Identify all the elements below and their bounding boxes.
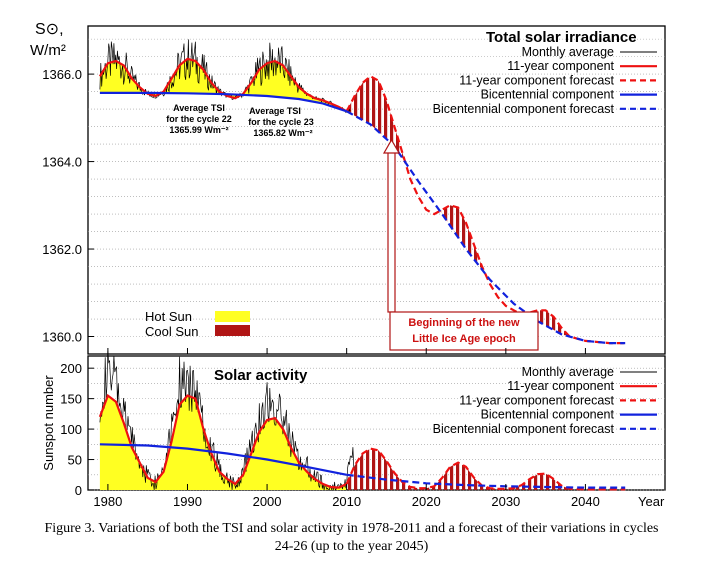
sunspot-ytick-label: 0 [75, 483, 82, 498]
sunspot-fills [99, 395, 570, 490]
xtick-label: 2010 [332, 494, 361, 509]
sunspot-11yr-forecast-line [345, 447, 626, 491]
xtick-label: 2020 [412, 494, 441, 509]
tsi-11yr-forecast-line [345, 74, 626, 345]
epoch-line2: Little Ice Age epoch [412, 333, 516, 345]
legend-label: Bicentennial component forecast [433, 422, 615, 436]
sunspot-title: Solar activity [214, 367, 308, 384]
tsi-ylabel-line2: W/m² [30, 42, 66, 59]
hot-sun-swatch [215, 311, 250, 322]
legend-label: Bicentennial component [481, 88, 615, 102]
arrow-shaft [387, 151, 396, 313]
sunspot-cool-fill [346, 448, 570, 490]
cool-sun-label: Cool Sun [145, 324, 198, 339]
figure-caption: Figure 3. Variations of both the TSI and… [0, 520, 703, 556]
sunspot-ytick-label: 50 [68, 453, 82, 468]
cycle23-line1: Average TSI [249, 106, 301, 116]
sunspot-ylabel: Sunspot number [41, 375, 56, 471]
arrow-head [382, 138, 401, 154]
tsi-ytick-label: 1366.0 [42, 67, 82, 82]
legend-label: 11-year component [507, 379, 614, 393]
x-ticks: 1980 1990 2000 2010 2020 2030 2040 [93, 348, 600, 509]
sunspot-hot-fill [99, 395, 347, 490]
sunspot-bicentennial-line [99, 443, 347, 476]
epoch-box [389, 311, 539, 351]
cycle23-line2: for the cycle 23 [248, 117, 314, 127]
cycle22-annotation: Average TSI for the cycle 22 1365.99 Wm⁻… [166, 103, 232, 135]
legend-label: Bicentennial component [481, 408, 615, 422]
xtick-label: 2040 [571, 494, 600, 509]
legend-label: 11-year component forecast [459, 393, 614, 407]
caption-line1: Figure 3. Variations of both the TSI and… [44, 521, 659, 536]
epoch-line1: Beginning of the new [408, 317, 520, 329]
tsi-ylabel-line1: S⊙, [35, 21, 64, 38]
legend-label: Bicentennial component forecast [433, 102, 615, 116]
cycle22-line3: 1365.99 Wm⁻² [169, 125, 228, 135]
tsi-ytick-label: 1364.0 [42, 155, 82, 170]
legend-label: 11-year component [507, 59, 614, 73]
tsi-chart: 1360.0 1362.0 1364.0 1366.0 S⊙, W/m² Total … [30, 21, 666, 355]
cycle23-line3: 1365.82 Wm⁻² [253, 128, 312, 138]
cool-sun-swatch [215, 325, 250, 336]
sunspot-y-ticks: 0 50 100 150 200 [60, 361, 94, 498]
legend-label: 11-year component forecast [459, 73, 614, 87]
sunspot-bicentennial-forecast-line [346, 473, 626, 489]
sunspot-ytick-label: 150 [60, 392, 82, 407]
tsi-ytick-label: 1362.0 [42, 242, 82, 257]
sunspot-ytick-label: 100 [60, 422, 82, 437]
sunspot-11yr-line [98, 393, 348, 489]
cycle22-line1: Average TSI [173, 103, 225, 113]
cycle22-line2: for the cycle 22 [166, 114, 232, 124]
legend-label: Monthly average [522, 45, 614, 59]
x-axis-label: Year [638, 494, 665, 509]
xtick-label: 1980 [93, 494, 122, 509]
tsi-title: Total solar irradiance [486, 29, 637, 46]
hot-sun-label: Hot Sun [145, 309, 192, 324]
xtick-label: 2000 [253, 494, 282, 509]
fill-legend: Hot Sun Cool Sun [145, 309, 250, 339]
sunspot-ytick-label: 200 [60, 361, 82, 376]
caption-line2: 24-26 (up to the year 2045) [274, 539, 429, 554]
sunspot-lines [98, 350, 626, 492]
tsi-y-ticks: 1360.0 1362.0 1364.0 1366.0 [42, 67, 94, 345]
legend-label: Monthly average [522, 365, 614, 379]
xtick-label: 1990 [173, 494, 202, 509]
cycle23-annotation: Average TSI for the cycle 23 1365.82 Wm⁻… [248, 106, 314, 138]
xtick-label: 2030 [491, 494, 520, 509]
tsi-bicentennial-line [99, 91, 348, 113]
cool-sun-fill [346, 76, 578, 339]
tsi-ytick-label: 1360.0 [42, 330, 82, 345]
ice-age-arrow: Beginning of the new Little Ice Age epoc… [382, 138, 539, 351]
sunspot-chart: 0 50 100 150 200 1980 1990 2000 2010 2020 2030 204… [41, 348, 666, 509]
